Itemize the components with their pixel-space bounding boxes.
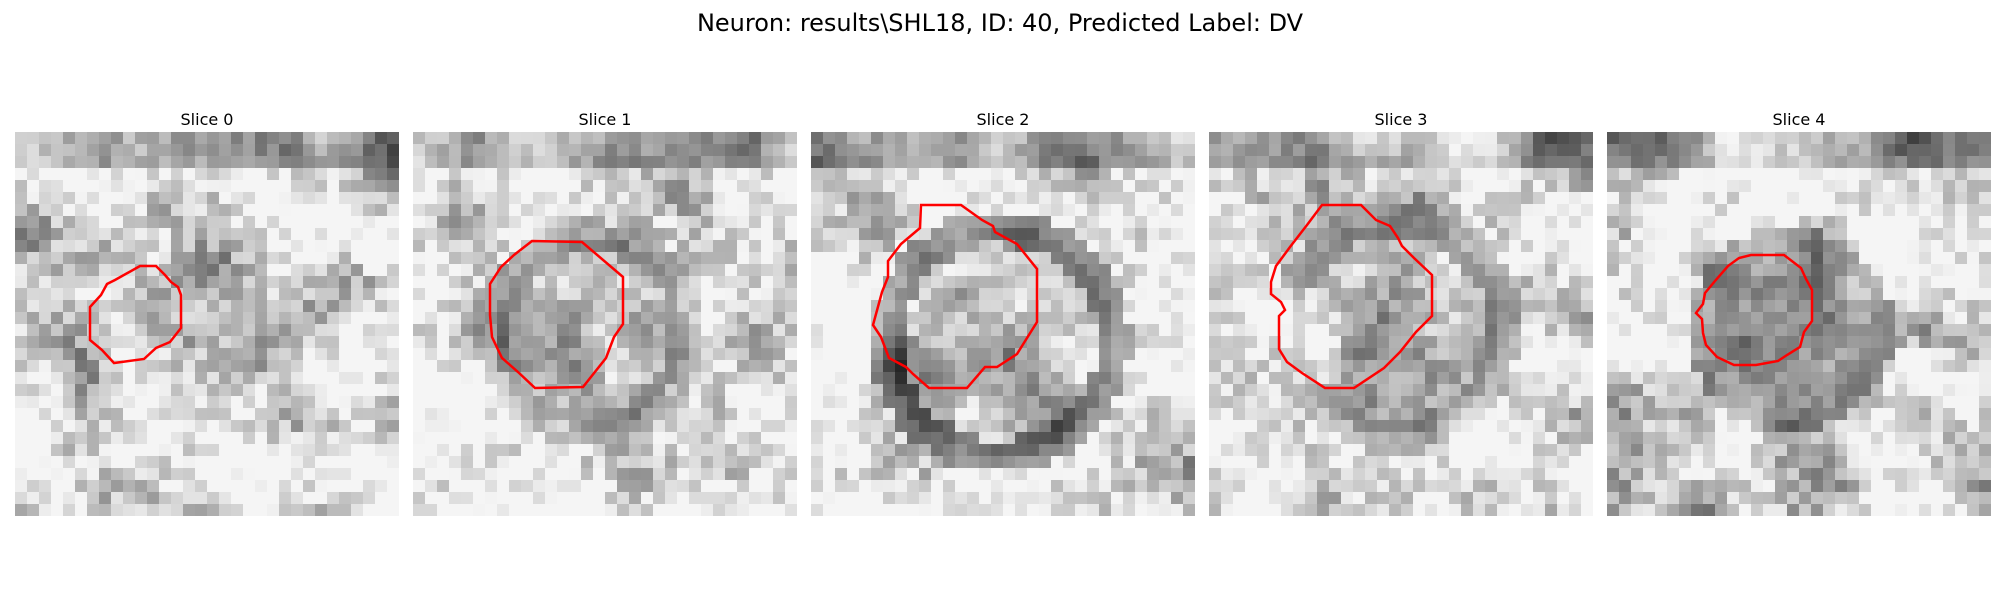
slice-image-2 bbox=[811, 132, 1195, 516]
slice-panel-0: Slice 0 bbox=[15, 110, 399, 516]
slice-title-3: Slice 3 bbox=[1209, 110, 1593, 132]
slice-panel-4: Slice 4 bbox=[1607, 110, 1991, 516]
slice-title-4: Slice 4 bbox=[1607, 110, 1991, 132]
slice-panel-1: Slice 1 bbox=[413, 110, 797, 516]
slice-panel-2: Slice 2 bbox=[811, 110, 1195, 516]
slice-image-0 bbox=[15, 132, 399, 516]
slice-image-3 bbox=[1209, 132, 1593, 516]
slice-panel-3: Slice 3 bbox=[1209, 110, 1593, 516]
slice-image-1 bbox=[413, 132, 797, 516]
slice-title-2: Slice 2 bbox=[811, 110, 1195, 132]
slice-title-1: Slice 1 bbox=[413, 110, 797, 132]
slice-image-4 bbox=[1607, 132, 1991, 516]
figure-title: Neuron: results\SHL18, ID: 40, Predicted… bbox=[0, 8, 2000, 38]
slice-title-0: Slice 0 bbox=[15, 110, 399, 132]
